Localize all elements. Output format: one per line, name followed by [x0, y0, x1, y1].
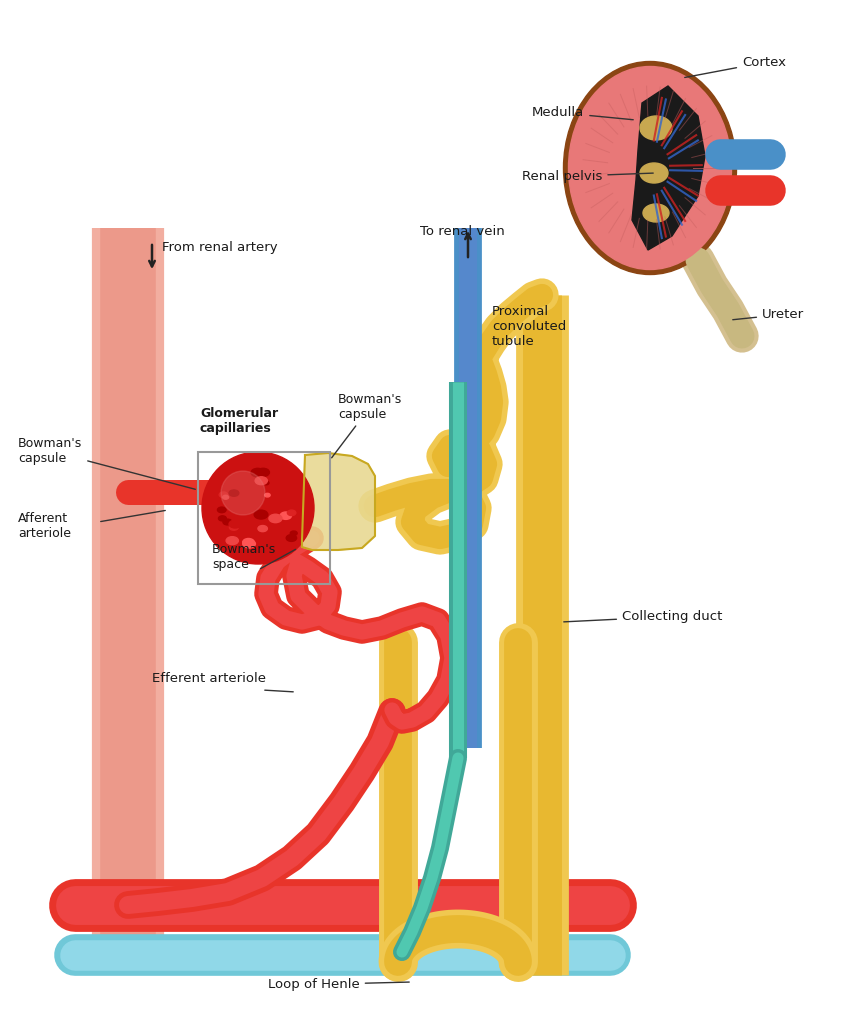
- Ellipse shape: [262, 502, 268, 506]
- Ellipse shape: [229, 524, 238, 530]
- Ellipse shape: [255, 477, 267, 484]
- Ellipse shape: [263, 481, 268, 484]
- Ellipse shape: [222, 519, 232, 525]
- Ellipse shape: [242, 539, 254, 546]
- Text: Bowman's
capsule: Bowman's capsule: [18, 437, 195, 489]
- Ellipse shape: [216, 500, 225, 505]
- Ellipse shape: [218, 516, 226, 521]
- Ellipse shape: [226, 537, 238, 545]
- Text: Efferent arteriole: Efferent arteriole: [152, 672, 266, 685]
- Ellipse shape: [290, 531, 296, 536]
- Ellipse shape: [222, 496, 228, 500]
- Ellipse shape: [567, 67, 731, 269]
- Ellipse shape: [250, 468, 264, 477]
- Text: Bowman's
space: Bowman's space: [212, 543, 276, 571]
- Text: To renal vein: To renal vein: [419, 225, 504, 238]
- Text: Collecting duct: Collecting duct: [563, 610, 722, 623]
- Ellipse shape: [285, 486, 293, 492]
- Ellipse shape: [287, 510, 296, 515]
- Circle shape: [221, 471, 265, 515]
- Ellipse shape: [639, 116, 671, 140]
- Ellipse shape: [268, 514, 282, 522]
- Ellipse shape: [229, 520, 241, 528]
- Text: Bowman's
capsule: Bowman's capsule: [331, 393, 402, 458]
- Ellipse shape: [229, 489, 239, 497]
- Ellipse shape: [256, 468, 269, 476]
- Ellipse shape: [219, 492, 227, 498]
- Ellipse shape: [639, 163, 667, 183]
- Ellipse shape: [264, 494, 270, 497]
- Text: Afferent
arteriole: Afferent arteriole: [18, 512, 71, 540]
- Ellipse shape: [217, 507, 226, 513]
- Ellipse shape: [279, 512, 291, 519]
- Ellipse shape: [257, 525, 267, 531]
- Ellipse shape: [286, 535, 296, 542]
- Ellipse shape: [243, 540, 255, 548]
- Polygon shape: [631, 86, 704, 250]
- Text: From renal artery: From renal artery: [162, 242, 277, 255]
- Ellipse shape: [642, 204, 668, 222]
- Ellipse shape: [230, 539, 240, 545]
- Text: Glomerular
capillaries: Glomerular capillaries: [199, 407, 278, 435]
- Text: Cortex: Cortex: [684, 56, 785, 78]
- Text: Renal pelvis: Renal pelvis: [521, 170, 653, 183]
- Ellipse shape: [245, 542, 253, 548]
- Polygon shape: [302, 453, 375, 550]
- Text: Proximal
convoluted
tubule: Proximal convoluted tubule: [492, 305, 566, 348]
- Text: Medulla: Medulla: [532, 106, 632, 120]
- Ellipse shape: [291, 485, 296, 489]
- Text: Ureter: Ureter: [732, 308, 803, 321]
- Circle shape: [202, 452, 314, 564]
- Ellipse shape: [254, 510, 268, 519]
- Ellipse shape: [563, 61, 735, 274]
- Text: Loop of Henle: Loop of Henle: [268, 978, 409, 991]
- Ellipse shape: [269, 475, 278, 481]
